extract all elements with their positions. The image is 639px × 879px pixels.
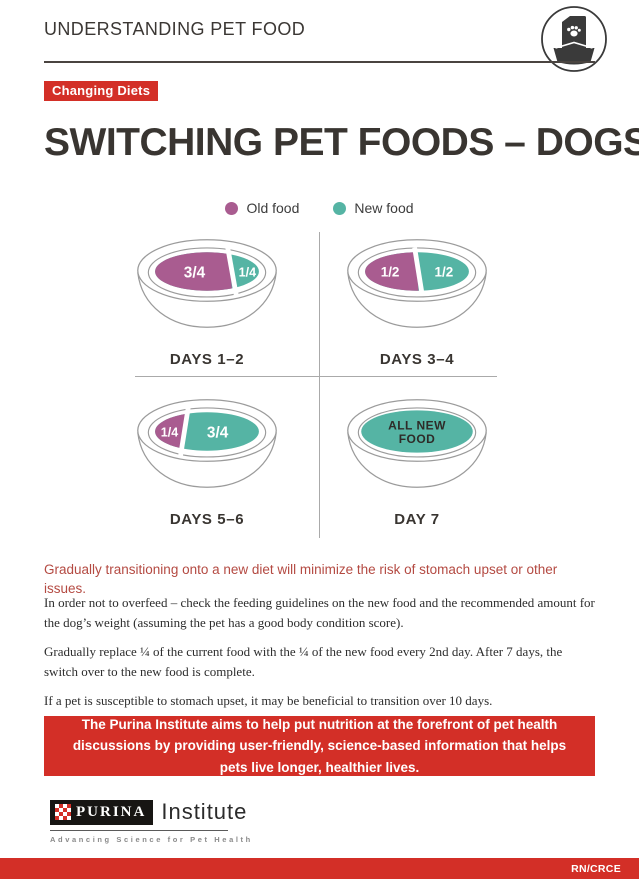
all-new-food-line2: FOOD xyxy=(399,432,436,446)
header-divider xyxy=(44,61,595,63)
bowl-graphic-days-3-4: 1/2 1/2 xyxy=(347,239,487,328)
grid-divider-vertical xyxy=(319,232,320,538)
portion-new: 1/2 xyxy=(435,264,454,279)
purina-checkerboard-icon xyxy=(55,804,71,820)
portion-old: 3/4 xyxy=(184,264,206,281)
portion-new: 1/4 xyxy=(239,265,256,279)
purina-logo-box: PURINA xyxy=(50,799,154,825)
bowl-days-3-4: 1/2 1/2 DAYS 3–4 xyxy=(322,234,512,368)
footer-code: RN/CRCE xyxy=(571,862,621,875)
purina-institute-callout: The Purina Institute aims to help put nu… xyxy=(44,716,595,776)
bowl-graphic-days-5-6: 1/4 3/4 xyxy=(137,399,277,488)
paragraph-1: In order not to overfeed – check the fee… xyxy=(44,595,595,630)
logo-divider xyxy=(50,830,228,831)
headline-text: Gradually transitioning onto a new diet … xyxy=(44,562,558,596)
bowl-label: DAYS 5–6 xyxy=(169,511,245,528)
portion-old: 1/4 xyxy=(161,425,178,439)
pet-food-bowl-icon xyxy=(539,4,609,79)
footer-bar: RN/CRCE xyxy=(0,858,639,879)
legend-item-old-food: Old food xyxy=(225,200,299,216)
legend-new-label: New food xyxy=(354,200,414,216)
institute-text: Institute xyxy=(161,799,248,824)
header-title: UNDERSTANDING PET FOOD xyxy=(44,19,306,39)
bowl-label: DAYS 1–2 xyxy=(169,351,245,368)
portion-new: 3/4 xyxy=(207,424,229,441)
paragraph-2: Gradually replace ¼ of the current food … xyxy=(44,644,563,679)
purina-brand-text: PURINA xyxy=(76,803,147,820)
section-badge: Changing Diets xyxy=(44,81,159,101)
portion-old: 1/2 xyxy=(381,264,400,279)
bowl-day-7: ALL NEW FOOD DAY 7 xyxy=(322,394,512,528)
logo-tagline: Advancing Science for Pet Health xyxy=(50,835,253,844)
bowl-graphic-days-1-2: 3/4 1/4 xyxy=(137,239,277,328)
bowl-label: DAYS 3–4 xyxy=(379,351,455,368)
purina-institute-logo: PURINA Institute Advancing Science for P… xyxy=(50,799,253,844)
grid-divider-horizontal xyxy=(135,376,497,377)
new-food-dot-icon xyxy=(333,201,347,215)
legend-item-new-food: New food xyxy=(333,200,414,216)
all-new-food-line1: ALL NEW xyxy=(388,419,446,433)
callout-text: The Purina Institute aims to help put nu… xyxy=(72,716,567,775)
body-copy: In order not to overfeed – check the fee… xyxy=(44,593,597,721)
old-food-dot-icon xyxy=(225,201,239,215)
bowl-graphic-day-7: ALL NEW FOOD xyxy=(347,399,487,488)
page-title: SWITCHING PET FOODS – DOGS xyxy=(44,121,639,164)
bowl-days-1-2: 3/4 1/4 DAYS 1–2 xyxy=(112,234,302,368)
bowl-label: DAY 7 xyxy=(394,511,440,528)
bowl-days-5-6: 1/4 3/4 DAYS 5–6 xyxy=(112,394,302,528)
legend: Old food New food xyxy=(44,200,595,216)
paragraph-3: If a pet is susceptible to stomach upset… xyxy=(44,693,493,708)
legend-old-label: Old food xyxy=(246,200,300,216)
